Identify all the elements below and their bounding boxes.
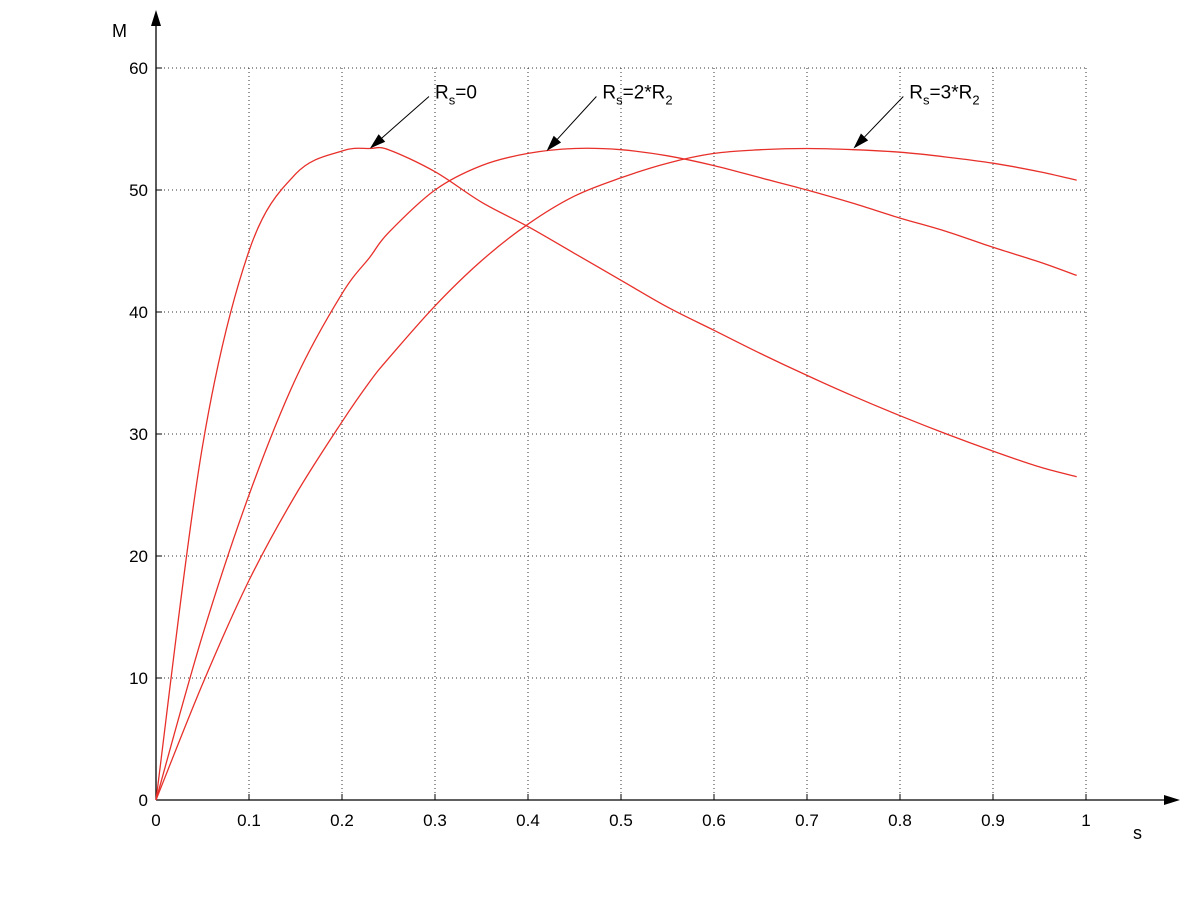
annotation-arrow-line-2 [557, 96, 597, 140]
x-tick-label: 0.4 [516, 811, 540, 830]
y-tick-label: 0 [139, 791, 148, 810]
axes [151, 10, 1180, 805]
x-tick-label: 1 [1081, 811, 1090, 830]
annotation-arrow-line-1 [381, 96, 430, 139]
x-tick-label: 0.9 [981, 811, 1005, 830]
x-tick-label: 0.3 [423, 811, 447, 830]
curve-series-1 [155, 146, 1077, 801]
x-tick-labels: 0 0.1 0.2 0.3 0.4 0.5 0.6 0.7 0.8 0.9 1 [151, 811, 1090, 830]
x-axis-arrowhead [1164, 795, 1180, 805]
y-axis-arrowhead [151, 10, 161, 26]
annotation-arrowhead-3 [853, 133, 869, 149]
curves [155, 146, 1077, 801]
x-tick-label: 0.1 [237, 811, 261, 830]
annotation-label-1: Rs=0 [435, 83, 477, 108]
y-tick-label: 50 [129, 181, 148, 200]
y-axis-label: M [112, 21, 127, 41]
y-tick-label: 30 [129, 425, 148, 444]
x-tick-label: 0.5 [609, 811, 633, 830]
annotation-arrowhead-1 [369, 134, 386, 149]
y-tick-label: 10 [129, 669, 148, 688]
annotation-arrow-line-3 [864, 96, 904, 138]
curve-series-2 [155, 147, 1077, 801]
grid-lines [156, 67, 1087, 800]
x-tick-label: 0.6 [702, 811, 726, 830]
y-tick-label: 20 [129, 547, 148, 566]
annotation-label-3: Rs=3*R2 [909, 83, 979, 108]
x-tick-label: 0.7 [795, 811, 819, 830]
annotations: Rs=0 Rs=2*R2 Rs=3*R2 [369, 83, 980, 151]
x-tick-label: 0.8 [888, 811, 912, 830]
annotation-arrowhead-2 [546, 135, 562, 151]
y-tick-label: 60 [129, 59, 148, 78]
y-tick-label: 40 [129, 303, 148, 322]
curve-series-3 [155, 147, 1077, 801]
x-tick-label: 0 [151, 811, 160, 830]
y-tick-labels: 0 10 20 30 40 50 60 [129, 59, 148, 810]
x-tick-label: 0.2 [330, 811, 354, 830]
x-axis-label: s [1133, 823, 1142, 843]
annotation-label-2: Rs=2*R2 [602, 83, 672, 108]
